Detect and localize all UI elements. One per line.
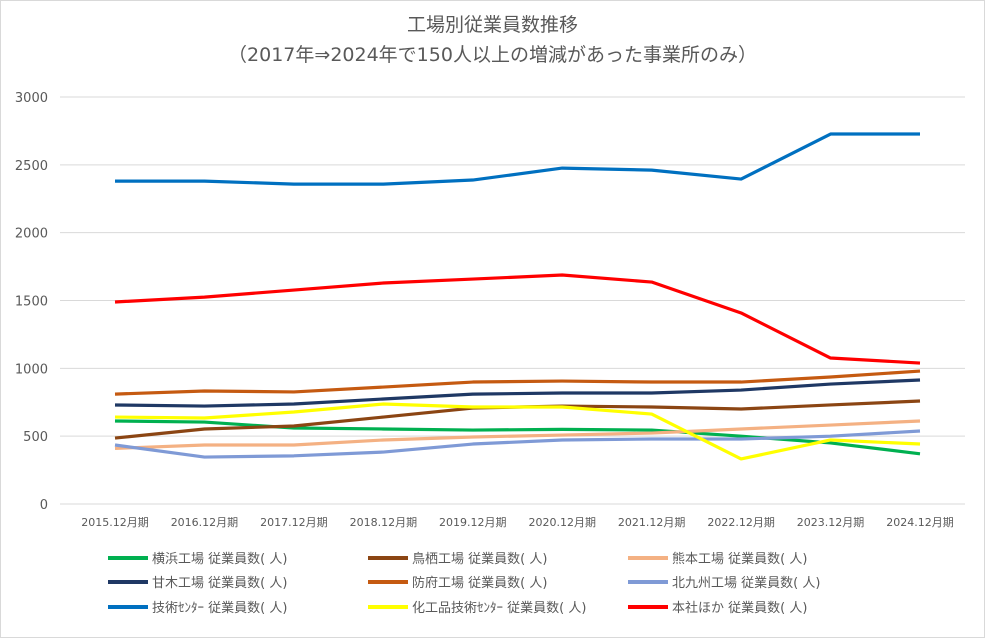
y-tick-label: 2500: [15, 159, 48, 174]
legend-item: 化工品技術ｾﾝﾀｰ 従業員数( 人): [368, 597, 586, 616]
series-line: [114, 378, 921, 408]
y-tick-label: 0: [40, 498, 48, 513]
series-line: [114, 419, 921, 450]
legend-label: 甘木工場 従業員数( 人): [152, 576, 288, 591]
x-tick-label: 2021.12月期: [618, 516, 686, 529]
legend-label: 横浜工場 従業員数( 人): [152, 552, 288, 567]
y-tick-label: 500: [23, 430, 48, 445]
x-tick-label: 2024.12月期: [886, 516, 954, 529]
legend-swatch: [108, 555, 148, 560]
legend-item: 北九州工場 従業員数( 人): [628, 572, 820, 591]
y-tick-label: 3000: [15, 91, 48, 106]
x-tick-label: 2020.12月期: [528, 516, 596, 529]
x-tick-label: 2016.12月期: [171, 516, 239, 529]
x-tick-label: 2019.12月期: [439, 516, 507, 529]
legend-swatch: [368, 555, 408, 560]
legend-label: 化工品技術ｾﾝﾀｰ 従業員数( 人): [412, 601, 587, 616]
legend-label: 鳥栖工場 従業員数( 人): [412, 552, 548, 567]
legend-swatch: [108, 604, 148, 609]
legend-item: 熊本工場 従業員数( 人): [628, 548, 807, 567]
series-line: [114, 402, 921, 461]
series-line: [114, 369, 921, 396]
legend-swatch: [368, 604, 408, 609]
legend-swatch: [628, 604, 668, 609]
legend-label: 技術ｾﾝﾀｰ 従業員数( 人): [152, 601, 288, 616]
legend-item: 技術ｾﾝﾀｰ 従業員数( 人): [108, 597, 287, 616]
legend-label: 熊本工場 従業員数( 人): [672, 552, 808, 567]
legend-swatch: [108, 579, 148, 584]
series-line: [114, 273, 921, 365]
legend-item: 本社ほか 従業員数( 人): [628, 597, 807, 616]
legend-item: 甘木工場 従業員数( 人): [108, 572, 287, 591]
x-tick-label: 2018.12月期: [350, 516, 418, 529]
chart-title: 工場別従業員数推移: [406, 14, 578, 36]
x-tick-label: 2015.12月期: [81, 516, 149, 529]
x-tick-label: 2017.12月期: [260, 516, 328, 529]
series-line: [114, 419, 921, 456]
series-line: [114, 429, 921, 459]
x-tick-label: 2023.12月期: [797, 516, 865, 529]
y-tick-label: 1000: [15, 362, 48, 377]
legend-swatch: [628, 555, 668, 560]
y-tick-label: 1500: [15, 295, 48, 310]
legend-item: 鳥栖工場 従業員数( 人): [368, 548, 547, 567]
legend-label: 北九州工場 従業員数( 人): [672, 576, 821, 591]
legend-swatch: [368, 579, 408, 584]
y-tick-label: 2000: [15, 227, 48, 242]
legend-item: 防府工場 従業員数( 人): [368, 572, 547, 591]
legend-swatch: [628, 579, 668, 584]
legend-label: 防府工場 従業員数( 人): [412, 576, 548, 591]
legend-item: 横浜工場 従業員数( 人): [108, 548, 287, 567]
x-tick-label: 2022.12月期: [707, 516, 775, 529]
series-line: [115, 132, 920, 186]
legend-label: 本社ほか 従業員数( 人): [672, 601, 808, 616]
chart-subtitle: （2017年⇒2024年で150人以上の増減があった事業所のみ）: [228, 44, 757, 66]
